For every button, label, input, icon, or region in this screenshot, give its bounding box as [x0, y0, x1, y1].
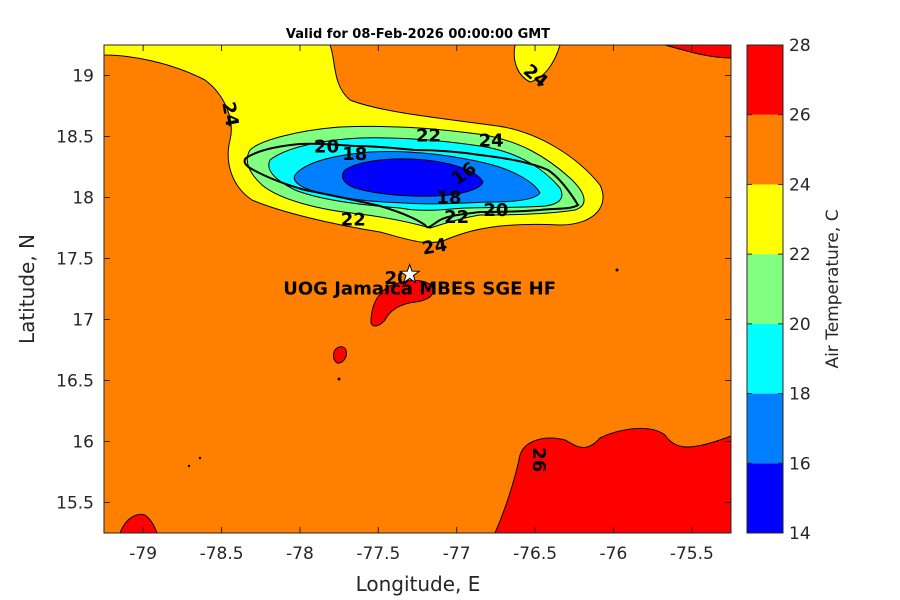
y-tick-label: 16	[72, 433, 94, 453]
x-axis-label: Longitude, E	[356, 572, 481, 596]
cay-dot	[615, 268, 619, 272]
colorbar-frame	[746, 44, 784, 534]
station-star-icon	[398, 262, 421, 284]
colorbar-band	[747, 393, 783, 464]
colorbar-band	[747, 45, 783, 115]
colorbar-tick-label: 14	[789, 524, 811, 544]
y-axis-label: Latitude, N	[15, 234, 39, 344]
coastline	[243, 142, 580, 229]
chart-title: Valid for 08-Feb-2026 00:00:00 GMT	[286, 27, 550, 42]
contour-label: 20	[314, 136, 339, 157]
x-tick-label: -79	[129, 544, 157, 564]
colorbar-band	[747, 254, 783, 324]
contour-label: 20	[483, 200, 508, 221]
colorbar-band	[747, 114, 783, 185]
station-label: UOG Jamaica MBES SGE HF	[283, 278, 556, 299]
x-tick-label: -76.5	[513, 544, 557, 564]
x-tick-label: -78.5	[200, 544, 244, 564]
colorbar-band	[747, 463, 783, 533]
colorbar-tick-label: 18	[789, 385, 811, 405]
colorbar-tick-label: 28	[789, 36, 811, 56]
plot-frame	[103, 44, 732, 534]
colorbar-tick-label: 22	[789, 245, 811, 265]
contour-label: 18	[342, 144, 367, 165]
contour-label: 24	[420, 235, 448, 260]
colorbar-band	[747, 323, 783, 394]
colorbar	[747, 45, 783, 533]
contour-label: 24	[479, 130, 504, 151]
cay-dot	[187, 464, 191, 468]
y-tick-label: 16.5	[56, 372, 94, 392]
contour-label: 26	[528, 447, 549, 472]
y-tick-label: 18	[72, 189, 94, 209]
y-tick-label: 19	[72, 67, 94, 87]
y-axis: 19 18.5 18 17.5 17 16.5 16 15.5	[56, 67, 731, 514]
contour-label: 22	[416, 126, 441, 147]
colorbar-band	[747, 184, 783, 255]
colorbar-label: Air Temperature, C	[823, 209, 843, 368]
map-area	[104, 45, 731, 533]
contour-label: 22	[341, 210, 366, 231]
contour-label: 18	[436, 188, 461, 209]
colorbar-tick-label: 20	[789, 315, 811, 335]
contour-label: 24	[217, 100, 242, 128]
contour-fill-26-28-sw	[119, 513, 158, 533]
colorbar-ticks: 14 16 18 20 22 24 26 28	[747, 36, 811, 544]
x-tick-label: -77	[443, 544, 471, 564]
contour-fill-26-28-se	[494, 427, 731, 533]
contour-label: 22	[444, 207, 469, 228]
x-tick-label: -78	[286, 544, 314, 564]
colorbar-tick-label: 24	[789, 175, 811, 195]
x-axis: -79 -78.5 -78 -77.5 -77 -76.5 -76 -75.5	[129, 45, 714, 564]
contour-fill-22-24-ne	[513, 45, 561, 83]
contour-fill-14-16	[342, 158, 484, 197]
y-tick-label: 18.5	[56, 128, 94, 148]
x-tick-label: -76	[600, 544, 628, 564]
contour-fill-26-28-island	[332, 346, 347, 364]
colorbar-tick-label: 16	[789, 454, 811, 474]
y-tick-label: 17.5	[56, 250, 94, 270]
x-tick-label: -75.5	[670, 544, 714, 564]
cay-dot	[337, 377, 341, 381]
x-tick-label: -77.5	[356, 544, 400, 564]
y-tick-label: 15.5	[56, 494, 94, 514]
colorbar-tick-label: 26	[789, 106, 811, 126]
contour-fill-26-28-south	[370, 280, 434, 327]
cay-dot	[198, 456, 202, 460]
station: UOG Jamaica MBES SGE HF	[283, 262, 556, 299]
y-tick-label: 17	[72, 311, 94, 331]
